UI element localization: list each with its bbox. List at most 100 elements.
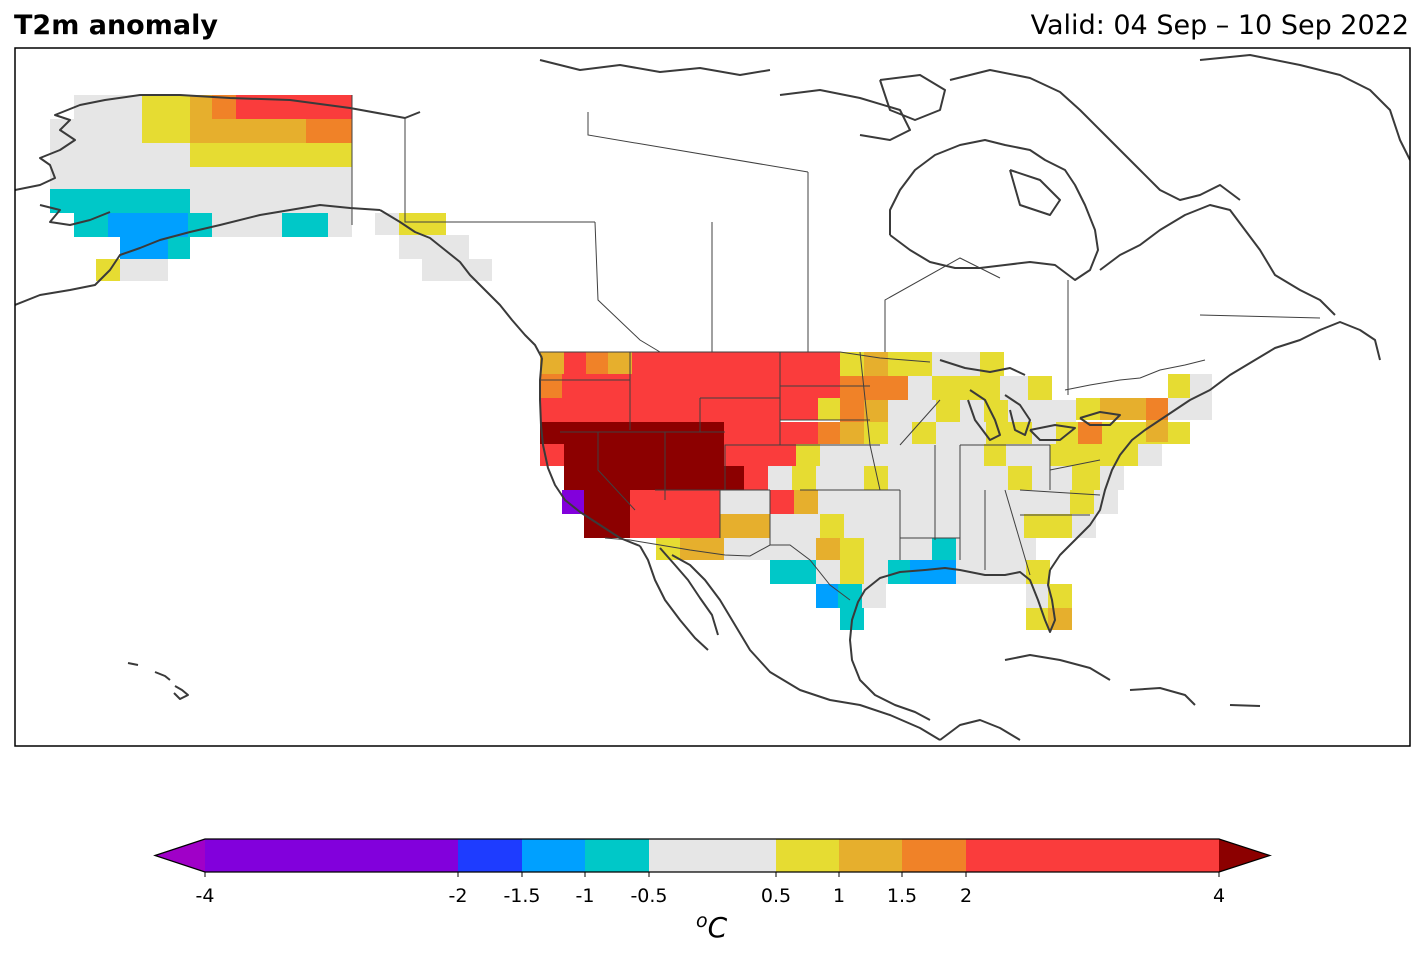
anomaly-cell (1138, 444, 1162, 466)
anomaly-cell (956, 538, 1036, 560)
anomaly-cell (1028, 376, 1052, 400)
anomaly-cell (168, 237, 190, 259)
anomaly-cell (1078, 422, 1102, 444)
anomaly-cell (840, 538, 864, 560)
colorbar-bins (153, 838, 1272, 873)
colorbar-bin (776, 839, 839, 872)
anomaly-cell (1022, 490, 1070, 514)
anomaly-cell (904, 514, 1024, 538)
anomaly-cell (1006, 444, 1050, 466)
anomaly-cell (816, 584, 838, 608)
anomaly-cell (770, 490, 794, 514)
colorbar-tick-label: -0.5 (630, 885, 667, 907)
anomaly-cell (328, 213, 352, 237)
colorbar-ticks: -4 -2 -1.5 -1 -0.5 0.5 1 1.5 2 4 (196, 872, 1225, 907)
anomaly-cell (910, 560, 956, 584)
anomaly-cell (842, 490, 902, 514)
anomaly-cell (108, 213, 188, 237)
anomaly-cell (780, 352, 840, 398)
anomaly-cell (936, 422, 986, 444)
anomaly-cell (864, 538, 932, 560)
anomaly-cell (188, 213, 212, 237)
colorbar-bin (649, 839, 776, 872)
anomaly-cell (888, 400, 936, 422)
anomaly-cell (794, 490, 818, 514)
anomaly-cell (680, 538, 724, 560)
anomaly-cell (564, 466, 744, 490)
map-frame (14, 47, 1411, 747)
anomaly-cell (932, 538, 956, 560)
colorbar-tick-label: 0.5 (761, 885, 791, 907)
anomaly-cell (792, 466, 816, 490)
colorbar-tick-label: 4 (1213, 885, 1225, 907)
anomaly-cell (632, 352, 656, 374)
anomaly-cell (720, 514, 770, 538)
anomaly-cell (884, 444, 984, 466)
anomaly-cell (190, 189, 352, 213)
anomaly-cell (1072, 466, 1100, 490)
anomaly-cell (632, 374, 656, 398)
anomaly-cell (1008, 400, 1032, 422)
anomaly-cell (818, 398, 840, 420)
anomaly-cell (818, 422, 840, 444)
anomaly-grid-cells (50, 95, 1212, 630)
anomaly-cell (864, 400, 888, 422)
anomaly-cell (74, 213, 108, 237)
colorbar-bin (839, 839, 902, 872)
borders (351, 95, 1321, 601)
anomaly-cell (816, 466, 864, 490)
colorbar-unit-label: oC (696, 910, 728, 944)
colorbar-tick-label: 1.5 (887, 885, 917, 907)
anomaly-cell (1102, 422, 1124, 444)
anomaly-cell (190, 143, 352, 167)
anomaly-cell (724, 422, 820, 444)
anomaly-cell (1168, 398, 1212, 420)
anomaly-cell (840, 560, 864, 584)
anomaly-cell (816, 538, 840, 560)
colorbar-bin (585, 839, 649, 872)
anomaly-cell (540, 398, 780, 422)
anomaly-cell (844, 514, 904, 538)
colorbar-bin (522, 839, 585, 872)
colorbar-extend-high (1219, 839, 1270, 872)
valid-date-range: Valid: 04 Sep – 10 Sep 2022 (1030, 10, 1409, 41)
colorbar-unit-main: C (708, 911, 728, 944)
anomaly-cell (190, 95, 212, 119)
anomaly-cell (724, 538, 772, 560)
anomaly-cell (540, 352, 564, 374)
anomaly-cell (540, 422, 596, 444)
anomaly-cell (864, 376, 908, 400)
anomaly-cell (584, 514, 630, 538)
colorbar-bin (966, 839, 1219, 872)
anomaly-cell (1032, 400, 1076, 422)
anomaly-cell (724, 444, 796, 466)
anomaly-cell (818, 490, 842, 514)
anomaly-cell (422, 259, 492, 281)
anomaly-cell (564, 444, 724, 466)
anomaly-cell (656, 352, 780, 398)
anomaly-cell (888, 352, 932, 376)
anomaly-cell (1078, 444, 1138, 466)
anomaly-cell (660, 490, 720, 514)
anomaly-cell (780, 398, 820, 420)
anomaly-cell (584, 490, 630, 514)
colorbar-tick-label: 2 (960, 885, 972, 907)
anomaly-cell (630, 514, 656, 538)
anomaly-cell (1168, 374, 1190, 398)
anomaly-cell (744, 466, 768, 490)
anomaly-cell (608, 352, 632, 374)
colorbar-tick-label: -2 (449, 885, 468, 907)
anomaly-cell (820, 444, 884, 466)
anomaly-cell (1008, 466, 1032, 490)
anomaly-cell (1168, 422, 1190, 444)
colorbar-tick-label: -1.5 (503, 885, 540, 907)
anomaly-cell (720, 490, 770, 514)
anomaly-cell (282, 213, 328, 237)
anomaly-cell (902, 490, 1022, 514)
anomaly-cell (796, 444, 820, 466)
anomaly-cell (142, 95, 190, 119)
anomaly-cell (936, 400, 960, 422)
anomaly-cell (656, 514, 720, 538)
anomaly-cell (1000, 376, 1028, 400)
